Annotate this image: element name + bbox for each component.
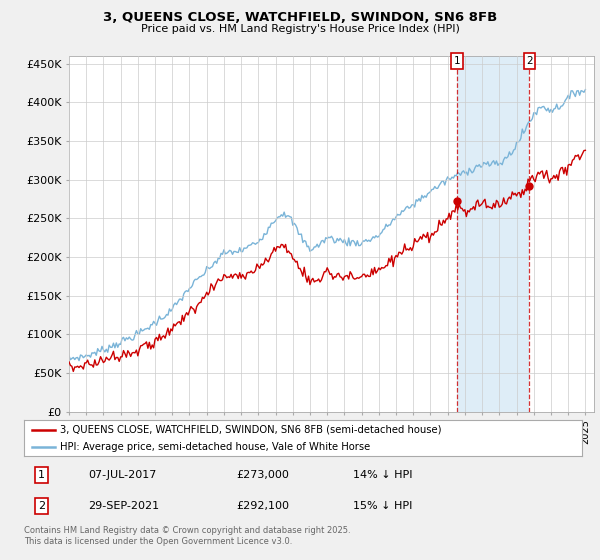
Text: Price paid vs. HM Land Registry's House Price Index (HPI): Price paid vs. HM Land Registry's House … bbox=[140, 24, 460, 34]
Text: 1: 1 bbox=[454, 56, 460, 66]
Text: HPI: Average price, semi-detached house, Vale of White Horse: HPI: Average price, semi-detached house,… bbox=[60, 442, 371, 451]
Text: 3, QUEENS CLOSE, WATCHFIELD, SWINDON, SN6 8FB: 3, QUEENS CLOSE, WATCHFIELD, SWINDON, SN… bbox=[103, 11, 497, 24]
Text: 2: 2 bbox=[38, 501, 45, 511]
Text: 1: 1 bbox=[38, 470, 45, 480]
Bar bbox=[457, 56, 529, 412]
Text: 14% ↓ HPI: 14% ↓ HPI bbox=[353, 470, 413, 480]
Text: 07-JUL-2017: 07-JUL-2017 bbox=[88, 470, 157, 480]
Text: £273,000: £273,000 bbox=[236, 470, 289, 480]
Text: 3, QUEENS CLOSE, WATCHFIELD, SWINDON, SN6 8FB (semi-detached house): 3, QUEENS CLOSE, WATCHFIELD, SWINDON, SN… bbox=[60, 425, 442, 435]
Text: Contains HM Land Registry data © Crown copyright and database right 2025.
This d: Contains HM Land Registry data © Crown c… bbox=[24, 526, 350, 546]
Text: £292,100: £292,100 bbox=[236, 501, 289, 511]
Text: 29-SEP-2021: 29-SEP-2021 bbox=[88, 501, 159, 511]
Text: 2: 2 bbox=[526, 56, 533, 66]
Text: 15% ↓ HPI: 15% ↓ HPI bbox=[353, 501, 413, 511]
